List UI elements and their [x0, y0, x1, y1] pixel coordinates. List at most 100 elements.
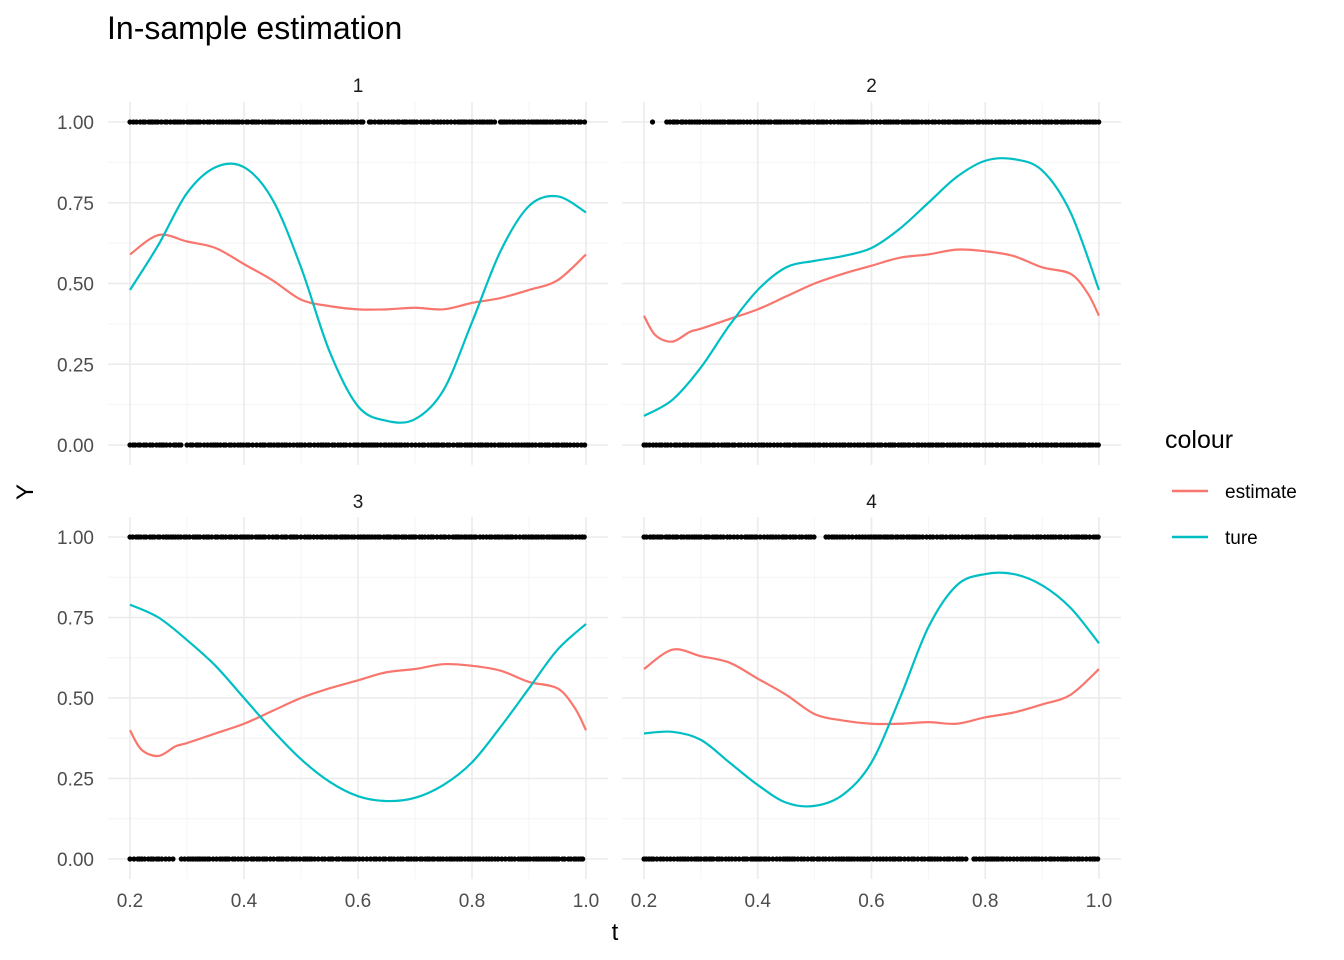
data-point — [920, 534, 926, 540]
data-point — [440, 856, 446, 862]
x-tick-label: 0.6 — [345, 891, 371, 912]
data-point — [811, 534, 817, 540]
facet-panels: 10.000.250.500.751.00230.000.250.500.751… — [57, 76, 1121, 912]
data-point — [677, 442, 683, 448]
data-point — [801, 856, 807, 862]
data-point — [458, 442, 464, 448]
data-point — [238, 856, 245, 862]
data-point — [921, 856, 928, 862]
data-point — [421, 442, 427, 448]
facet-strip-label: 2 — [866, 76, 877, 97]
data-point — [911, 856, 917, 862]
data-point — [245, 856, 251, 862]
data-point — [330, 856, 336, 862]
data-point — [499, 856, 505, 862]
data-point — [412, 442, 419, 448]
x-tick-label: 0.2 — [631, 891, 657, 912]
data-point — [936, 119, 942, 125]
data-point — [446, 442, 453, 448]
data-point — [556, 856, 562, 862]
legend: colour estimate ture — [1165, 426, 1297, 549]
facet-panel: 1 0.00 0.25 0.50 0.75 1.00 — [57, 76, 608, 465]
data-point — [431, 856, 437, 862]
data-point — [166, 856, 172, 862]
data-point — [298, 534, 304, 540]
data-point — [799, 534, 805, 540]
x-tick-label: 0.6 — [858, 891, 884, 912]
data-point — [509, 534, 515, 540]
data-point — [446, 534, 452, 540]
data-point — [184, 442, 190, 448]
chart-title: In-sample estimation — [107, 10, 402, 46]
data-point — [262, 534, 268, 540]
data-point — [752, 442, 758, 448]
data-point — [360, 119, 366, 125]
data-point — [823, 856, 829, 862]
data-point — [283, 534, 289, 540]
data-point — [405, 442, 411, 448]
data-point — [1038, 534, 1044, 540]
data-point — [1058, 534, 1064, 540]
data-point — [368, 119, 374, 125]
data-point — [296, 119, 303, 125]
data-point — [1004, 534, 1010, 540]
data-point — [783, 534, 790, 540]
data-point — [878, 442, 885, 448]
legend-label-ture: ture — [1225, 528, 1258, 549]
data-point — [158, 119, 165, 125]
x-axis-title: t — [612, 919, 619, 946]
data-point — [932, 119, 938, 125]
data-point — [294, 534, 300, 540]
data-point — [767, 442, 773, 448]
data-point — [133, 119, 139, 125]
data-point — [734, 534, 741, 540]
data-point — [239, 119, 246, 125]
data-point — [674, 119, 681, 125]
data-point — [578, 119, 584, 125]
data-point — [409, 442, 415, 448]
data-point — [865, 119, 871, 125]
data-point — [745, 442, 751, 448]
data-point — [506, 442, 512, 448]
y-tick-label: 0.50 — [57, 689, 94, 710]
series-line-estimate — [129, 233, 587, 311]
data-point — [897, 856, 904, 862]
data-point — [811, 856, 817, 862]
data-point — [495, 856, 501, 862]
x-tick-label: 0.2 — [117, 891, 143, 912]
data-point — [302, 442, 308, 448]
data-point — [1083, 856, 1089, 862]
data-point — [568, 119, 574, 125]
y-tick-label: 0.25 — [57, 770, 94, 791]
data-point — [167, 442, 173, 448]
data-point — [517, 534, 523, 540]
data-point — [572, 119, 578, 125]
data-point — [770, 856, 776, 862]
legend-label-estimate: estimate — [1225, 482, 1297, 503]
series-line-estimate — [643, 648, 1100, 726]
data-point — [400, 856, 406, 862]
data-point — [372, 119, 378, 125]
data-point — [354, 119, 360, 125]
data-point — [1007, 856, 1013, 862]
data-point — [137, 442, 143, 448]
data-point — [343, 442, 349, 448]
data-point — [512, 856, 518, 862]
data-point — [792, 534, 799, 540]
data-point — [721, 119, 728, 125]
data-point — [778, 442, 784, 448]
data-point — [674, 534, 680, 540]
facet-panel: 2 — [622, 76, 1121, 465]
data-point — [382, 119, 388, 125]
data-point — [1014, 856, 1020, 862]
data-point — [351, 534, 358, 540]
data-point — [810, 119, 816, 125]
data-point — [270, 856, 277, 862]
data-point — [254, 442, 260, 448]
data-point — [817, 442, 823, 448]
data-point — [805, 856, 811, 862]
data-point — [738, 534, 744, 540]
data-point — [151, 534, 158, 540]
data-point — [473, 534, 479, 540]
